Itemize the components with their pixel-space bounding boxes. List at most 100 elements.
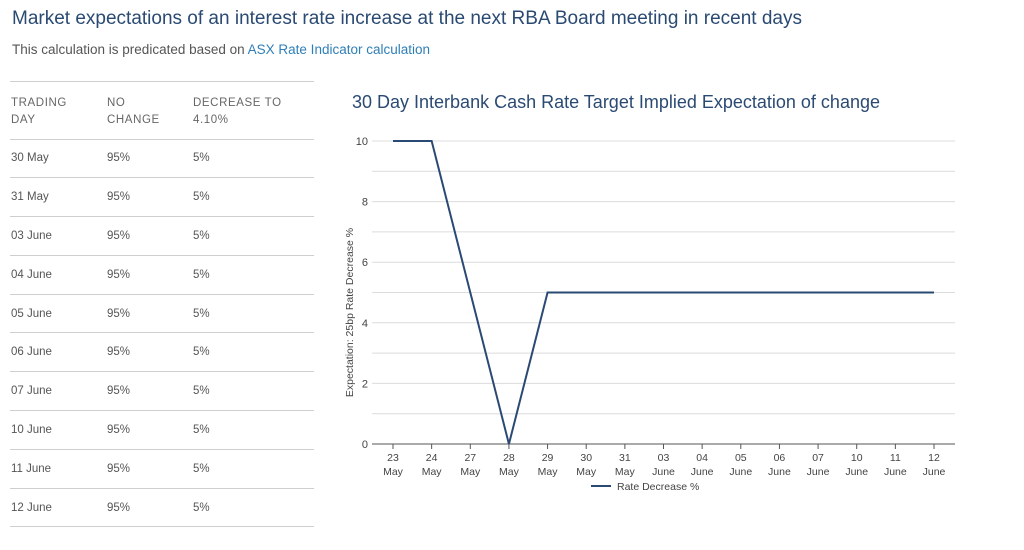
x-tick-label: 11 June xyxy=(884,452,907,478)
cell-no-change: 95% xyxy=(107,139,193,179)
x-tick-month: May xyxy=(538,466,559,478)
cell-decrease: 5% xyxy=(193,294,314,334)
asx-rate-indicator-link[interactable]: ASX Rate Indicator calculation xyxy=(247,42,431,57)
cell-decrease: 5% xyxy=(193,488,314,528)
x-tick-day: 30 xyxy=(580,452,592,464)
chart-title: 30 Day Interbank Cash Rate Target Implie… xyxy=(352,92,880,112)
header-trading-day: TRADING DAY xyxy=(10,82,107,140)
y-tick-label: 4 xyxy=(362,318,368,330)
x-tick-label: 10 June xyxy=(845,452,868,478)
cell-decrease: 5% xyxy=(193,449,314,489)
cell-trading-day: 03 June xyxy=(10,216,107,256)
cell-trading-day: 05 June xyxy=(10,294,107,334)
x-tick-month: June xyxy=(729,466,752,478)
x-tick-month: June xyxy=(845,466,868,478)
x-tick-label: 03 June xyxy=(652,452,675,478)
table-row: 10 June 95% 5% xyxy=(10,410,314,450)
table-row: 05 June 95% 5% xyxy=(10,294,314,334)
cell-decrease: 5% xyxy=(193,371,314,412)
header-decrease: DECREASE TO 4.10% xyxy=(193,82,314,140)
x-tick-label: 27 May xyxy=(460,452,481,478)
x-tick-day: 05 xyxy=(735,452,747,464)
page-subtitle: This calculation is predicated based on … xyxy=(12,42,430,57)
y-tick-label: 6 xyxy=(362,257,368,269)
cell-trading-day: 07 June xyxy=(10,371,107,412)
legend-label: Rate Decrease % xyxy=(617,481,699,493)
x-tick-day: 23 xyxy=(387,452,399,464)
x-tick-month: June xyxy=(768,466,791,478)
y-axis-label: Expectation: 25bp Rate Decrease % xyxy=(344,228,356,397)
cell-no-change: 95% xyxy=(107,488,193,528)
cell-trading-day: 30 May xyxy=(10,139,107,179)
y-tick-label: 2 xyxy=(362,378,368,390)
cell-decrease: 5% xyxy=(193,255,314,295)
cell-trading-day: 12 June xyxy=(10,488,107,528)
x-tick-label: 23 May xyxy=(383,452,404,478)
x-tick-month: June xyxy=(691,466,714,478)
x-tick-label: 12 June xyxy=(923,452,946,478)
cell-trading-day: 04 June xyxy=(10,255,107,295)
cell-trading-day: 06 June xyxy=(10,332,107,373)
x-tick-month: May xyxy=(576,466,597,478)
table-header-row: TRADING DAY NO CHANGE DECREASE TO 4.10% xyxy=(10,82,314,140)
subtitle-text: This calculation is predicated based on xyxy=(12,42,248,57)
cell-trading-day: 11 June xyxy=(10,449,107,489)
x-tick-day: 06 xyxy=(774,452,786,464)
y-tick-label: 8 xyxy=(362,197,368,209)
cell-no-change: 95% xyxy=(107,177,193,218)
expectations-table: TRADING DAY NO CHANGE DECREASE TO 4.10% 30 … xyxy=(10,81,314,528)
x-tick-month: June xyxy=(652,466,675,478)
cell-decrease: 5% xyxy=(193,216,314,256)
x-tick-day: 27 xyxy=(464,452,476,464)
x-tick-label: 07 June xyxy=(807,452,830,478)
cell-trading-day: 10 June xyxy=(10,410,107,450)
x-tick-label: 06 June xyxy=(768,452,791,478)
x-tick-day: 31 xyxy=(619,452,631,464)
cell-decrease: 5% xyxy=(193,177,314,218)
x-tick-day: 29 xyxy=(542,452,554,464)
x-tick-label: 24 May xyxy=(422,452,443,478)
y-tick-label: 10 xyxy=(356,136,368,148)
table-row: 07 June 95% 5% xyxy=(10,371,314,412)
x-tick-label: 30 May xyxy=(576,452,597,478)
table-row: 31 May 95% 5% xyxy=(10,177,314,218)
page-title: Market expectations of an interest rate … xyxy=(12,8,802,29)
x-tick-month: May xyxy=(499,466,520,478)
x-tick-day: 03 xyxy=(658,452,670,464)
x-tick-day: 12 xyxy=(928,452,940,464)
cell-no-change: 95% xyxy=(107,294,193,334)
cell-no-change: 95% xyxy=(107,216,193,256)
x-tick-month: May xyxy=(615,466,636,478)
header-no-change: NO CHANGE xyxy=(107,82,193,140)
table-row: 11 June 95% 5% xyxy=(10,449,314,489)
cell-trading-day: 31 May xyxy=(10,177,107,218)
x-tick-label: 05 June xyxy=(729,452,752,478)
cell-decrease: 5% xyxy=(193,139,314,179)
cell-decrease: 5% xyxy=(193,332,314,373)
cell-no-change: 95% xyxy=(107,410,193,450)
x-tick-month: June xyxy=(884,466,907,478)
y-tick-label: 0 xyxy=(362,439,368,451)
table-row: 04 June 95% 5% xyxy=(10,255,314,295)
cell-decrease: 5% xyxy=(193,410,314,450)
cell-no-change: 95% xyxy=(107,449,193,489)
x-tick-label: 28 May xyxy=(499,452,520,478)
x-tick-day: 24 xyxy=(426,452,438,464)
cell-no-change: 95% xyxy=(107,371,193,412)
cell-no-change: 95% xyxy=(107,332,193,373)
x-tick-day: 11 xyxy=(890,452,901,464)
x-tick-month: May xyxy=(383,466,404,478)
x-tick-label: 29 May xyxy=(538,452,559,478)
x-tick-day: 10 xyxy=(851,452,863,464)
x-tick-month: June xyxy=(807,466,830,478)
x-tick-month: June xyxy=(923,466,946,478)
x-tick-month: May xyxy=(460,466,481,478)
cell-no-change: 95% xyxy=(107,255,193,295)
x-tick-month: May xyxy=(422,466,443,478)
table-row: 06 June 95% 5% xyxy=(10,332,314,373)
x-tick-day: 04 xyxy=(696,452,708,464)
table-row: 30 May 95% 5% xyxy=(10,139,314,179)
x-tick-day: 07 xyxy=(812,452,824,464)
table-row: 03 June 95% 5% xyxy=(10,216,314,256)
